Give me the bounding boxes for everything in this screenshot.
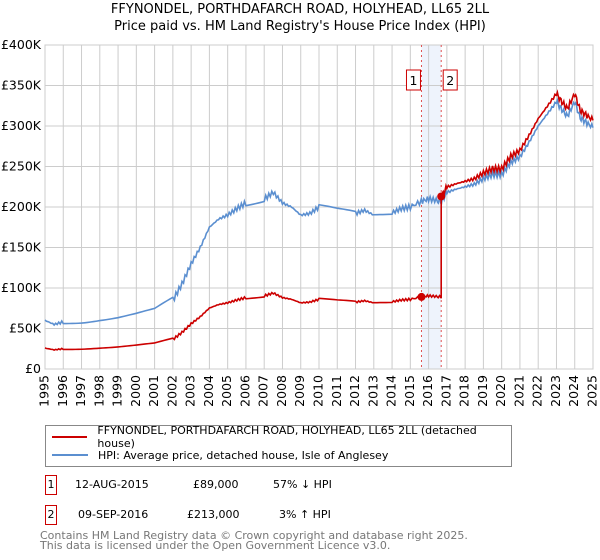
x-tick-label: 2014: [384, 375, 399, 407]
sale-hpi: 3% ↑ HPI: [279, 508, 331, 521]
sale-row-2: 2 09-SEP-2016 £213,000 3% ↑ HPI: [45, 505, 445, 525]
y-tick-label: £300K: [1, 118, 42, 133]
footer: Contains HM Land Registry data © Crown c…: [40, 529, 468, 552]
x-tick-label: 2016: [420, 375, 435, 407]
x-tick-label: 1998: [91, 375, 106, 407]
sale-marker-label: 1: [45, 475, 57, 495]
legend-label-property: FFYNONDEL, PORTHDAFARCH ROAD, HOLYHEAD, …: [97, 424, 477, 450]
x-tick-label: 1997: [73, 375, 88, 407]
x-tick-label: 2015: [402, 375, 417, 407]
x-tick-label: 2021: [511, 375, 526, 407]
sale-hpi: 57% ↓ HPI: [273, 478, 332, 491]
x-tick-label: 2018: [457, 375, 472, 407]
x-tick-label: 2006: [237, 375, 252, 407]
property-price-line: [44, 89, 594, 351]
footer-line: This data is licensed under the Open Gov…: [40, 539, 391, 552]
chart-title: FFYNONDEL, PORTHDAFARCH ROAD, HOLYHEAD, …: [110, 2, 490, 17]
x-tick-label: 2022: [530, 375, 545, 407]
x-tick-label: 2017: [438, 375, 453, 407]
y-tick-label: £250K: [1, 159, 42, 174]
x-tick-label: 2003: [183, 375, 198, 407]
sale-date: 12-AUG-2015: [75, 478, 149, 491]
legend-label-hpi: HPI: Average price, detached house, Isle…: [98, 448, 389, 462]
hpi-line: [44, 97, 594, 327]
sale-label: 2: [446, 73, 454, 88]
footer-line: Contains HM Land Registry data © Crown c…: [40, 529, 468, 542]
x-tick-label: 2001: [146, 375, 161, 407]
y-tick-label: £400K: [1, 37, 42, 52]
sale-marker-label: 2: [45, 505, 57, 525]
x-tick-label: 2020: [493, 375, 508, 407]
sale-row-1: 1 12-AUG-2015 £89,000 57% ↓ HPI: [45, 475, 445, 495]
x-tick-label: 2002: [164, 375, 179, 407]
x-tick-label: 2004: [201, 375, 216, 407]
x-tick-label: 2007: [256, 375, 271, 407]
y-tick-label: £50K: [9, 321, 42, 336]
x-tick-label: 2025: [585, 375, 600, 407]
y-tick-label: £100K: [1, 280, 42, 295]
x-tick-label: 2008: [274, 375, 289, 407]
x-tick-label: 2011: [329, 375, 344, 407]
sale-point: [437, 192, 446, 201]
chart-area: 1995 1996 1997 1998 1999 2000 2001 2002 2003 2004…: [1, 37, 600, 407]
y-tick-label: £0: [25, 361, 41, 376]
x-tick-label: 1999: [110, 375, 125, 407]
y-tick-label: £200K: [1, 199, 42, 214]
x-tick-label: 2023: [548, 375, 563, 407]
x-tick-label: 2019: [475, 375, 490, 407]
sale-label-box: [405, 69, 421, 91]
y-tick-label: £350K: [1, 78, 42, 93]
chart-subtitle: Price paid vs. HM Land Registry's House …: [114, 19, 486, 34]
x-tick-label: 2013: [365, 375, 380, 407]
y-tick-label: £150K: [1, 240, 42, 255]
x-tick-label: 2024: [566, 375, 581, 407]
sale-price: £89,000: [193, 478, 239, 491]
x-tick-label: 2000: [128, 375, 143, 407]
x-tick-label: 2009: [292, 375, 307, 407]
sale-label-box: [442, 69, 458, 91]
x-tick-label: 2012: [347, 375, 362, 407]
sale-point: [417, 292, 426, 301]
legend-swatch-hpi: [52, 454, 88, 456]
x-tick-label: 2010: [311, 375, 326, 407]
legend-swatch-property: [52, 436, 88, 438]
sale-price: £213,000: [187, 508, 240, 521]
sale-date: 09-SEP-2016: [78, 508, 149, 521]
x-tick-label: 1995: [37, 375, 52, 407]
sale-label: 1: [409, 73, 417, 88]
x-tick-label: 2005: [219, 375, 234, 407]
legend: FFYNONDEL, PORTHDAFARCH ROAD, HOLYHEAD, …: [45, 424, 512, 467]
x-tick-label: 1996: [55, 375, 70, 407]
